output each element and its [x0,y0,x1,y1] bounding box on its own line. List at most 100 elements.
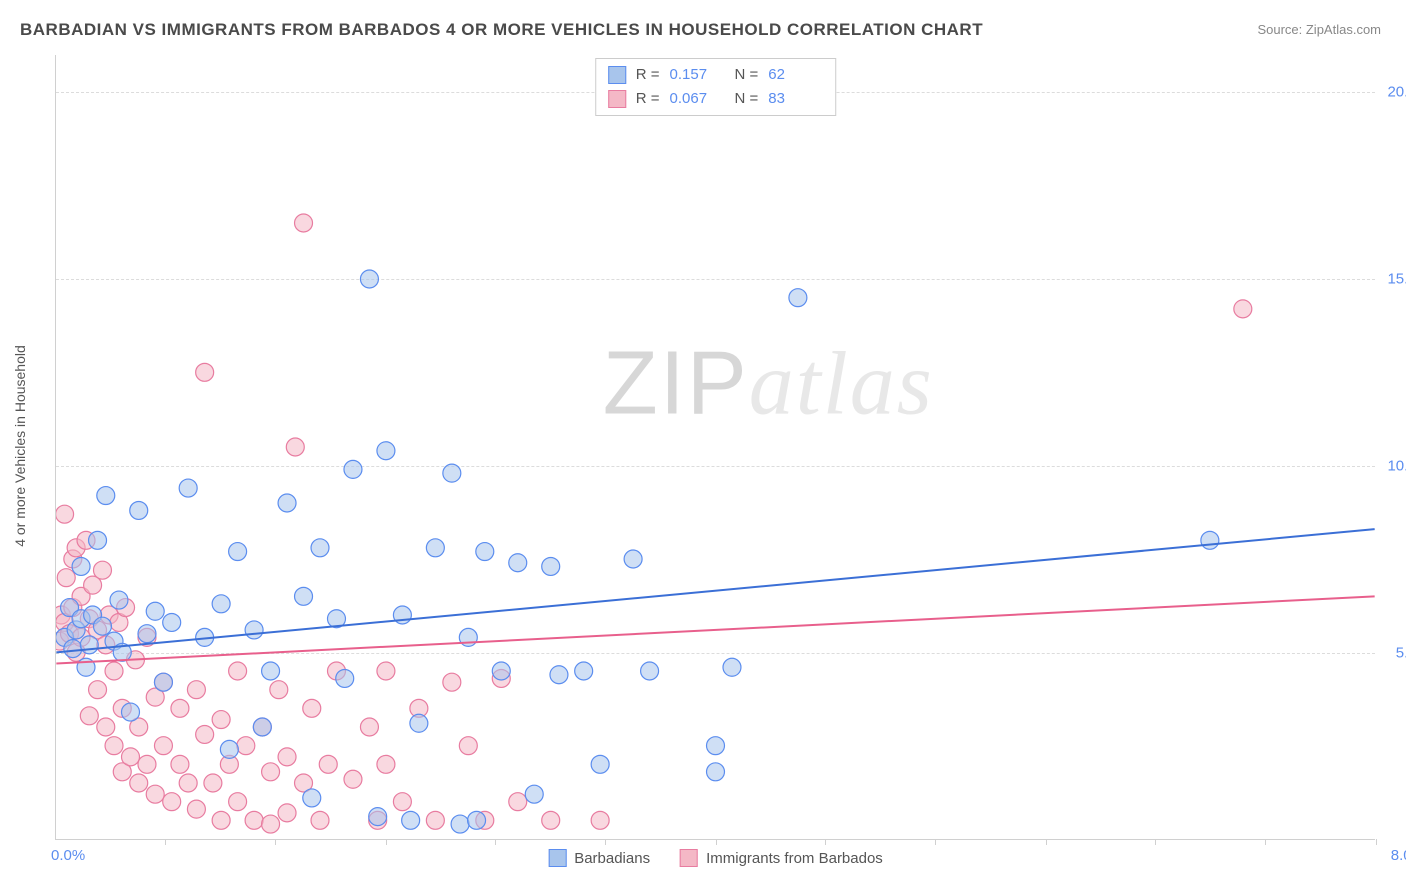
swatch-pink [608,90,626,108]
r-value-1: 0.067 [670,87,725,111]
x-tick [275,839,276,845]
data-point [468,811,486,829]
data-point [229,793,247,811]
data-point [393,793,411,811]
data-point [229,543,247,561]
data-point [212,595,230,613]
data-point [229,662,247,680]
data-point [57,569,75,587]
y-tick-label: 5.0% [1396,645,1406,662]
data-point [122,748,140,766]
x-tick-max: 8.0% [1391,847,1406,864]
data-point [360,718,378,736]
data-point [220,740,238,758]
swatch-pink [680,849,698,867]
legend-item-barbadians: Barbadians [548,849,650,867]
r-value-0: 0.157 [670,63,725,87]
data-point [344,460,362,478]
source-label: Source: ZipAtlas.com [1257,22,1381,37]
x-tick [386,839,387,845]
data-point [723,658,741,676]
x-tick [825,839,826,845]
data-point [171,755,189,773]
data-point [187,681,205,699]
data-point [525,785,543,803]
data-point [303,699,321,717]
data-point [426,539,444,557]
x-tick [495,839,496,845]
swatch-blue [608,66,626,84]
data-point [270,681,288,699]
data-point [707,763,725,781]
data-point [179,774,197,792]
data-point [146,785,164,803]
data-point [187,800,205,818]
y-axis-label: 4 or more Vehicles in Household [12,345,28,547]
data-point [402,811,420,829]
x-tick [165,839,166,845]
data-point [377,662,395,680]
data-point [707,737,725,755]
y-tick-label: 10.0% [1387,458,1406,475]
data-point [1234,300,1252,318]
data-point [204,774,222,792]
data-point [179,479,197,497]
n-value-0: 62 [768,63,823,87]
data-point [80,707,98,725]
chart-area: ZIPatlas R = 0.157 N = 62 R = 0.067 N = … [55,55,1375,840]
data-point [459,737,477,755]
data-point [130,501,148,519]
scatter-plot-svg [56,55,1375,839]
data-point [89,681,107,699]
data-point [426,811,444,829]
data-point [295,587,313,605]
data-point [303,789,321,807]
data-point [286,438,304,456]
x-tick [716,839,717,845]
data-point [97,487,115,505]
swatch-blue [548,849,566,867]
data-point [311,811,329,829]
data-point [105,662,123,680]
data-point [72,557,90,575]
data-point [122,703,140,721]
data-point [1201,531,1219,549]
data-point [212,811,230,829]
n-label: N = [735,63,759,87]
data-point [64,640,82,658]
data-point [295,214,313,232]
data-point [410,714,428,732]
data-point [89,531,107,549]
data-point [443,464,461,482]
data-point [110,591,128,609]
data-point [319,755,337,773]
data-point [253,718,271,736]
data-point [97,718,115,736]
data-point [262,662,280,680]
data-point [278,494,296,512]
corr-row-immigrants: R = 0.067 N = 83 [608,87,824,111]
data-point [591,811,609,829]
data-point [476,543,494,561]
data-point [360,270,378,288]
data-point [575,662,593,680]
data-point [377,442,395,460]
data-point [492,662,510,680]
data-point [336,669,354,687]
data-point [138,755,156,773]
data-point [278,748,296,766]
data-point [443,673,461,691]
data-point [171,699,189,717]
data-point [93,561,111,579]
data-point [550,666,568,684]
data-point [451,815,469,833]
y-tick-label: 15.0% [1387,271,1406,288]
data-point [93,617,111,635]
x-tick [605,839,606,845]
legend-label-1: Immigrants from Barbados [706,850,883,867]
r-label: R = [636,87,660,111]
series-legend: Barbadians Immigrants from Barbados [548,849,883,867]
data-point [196,363,214,381]
chart-title: BARBADIAN VS IMMIGRANTS FROM BARBADOS 4 … [20,20,983,40]
data-point [344,770,362,788]
